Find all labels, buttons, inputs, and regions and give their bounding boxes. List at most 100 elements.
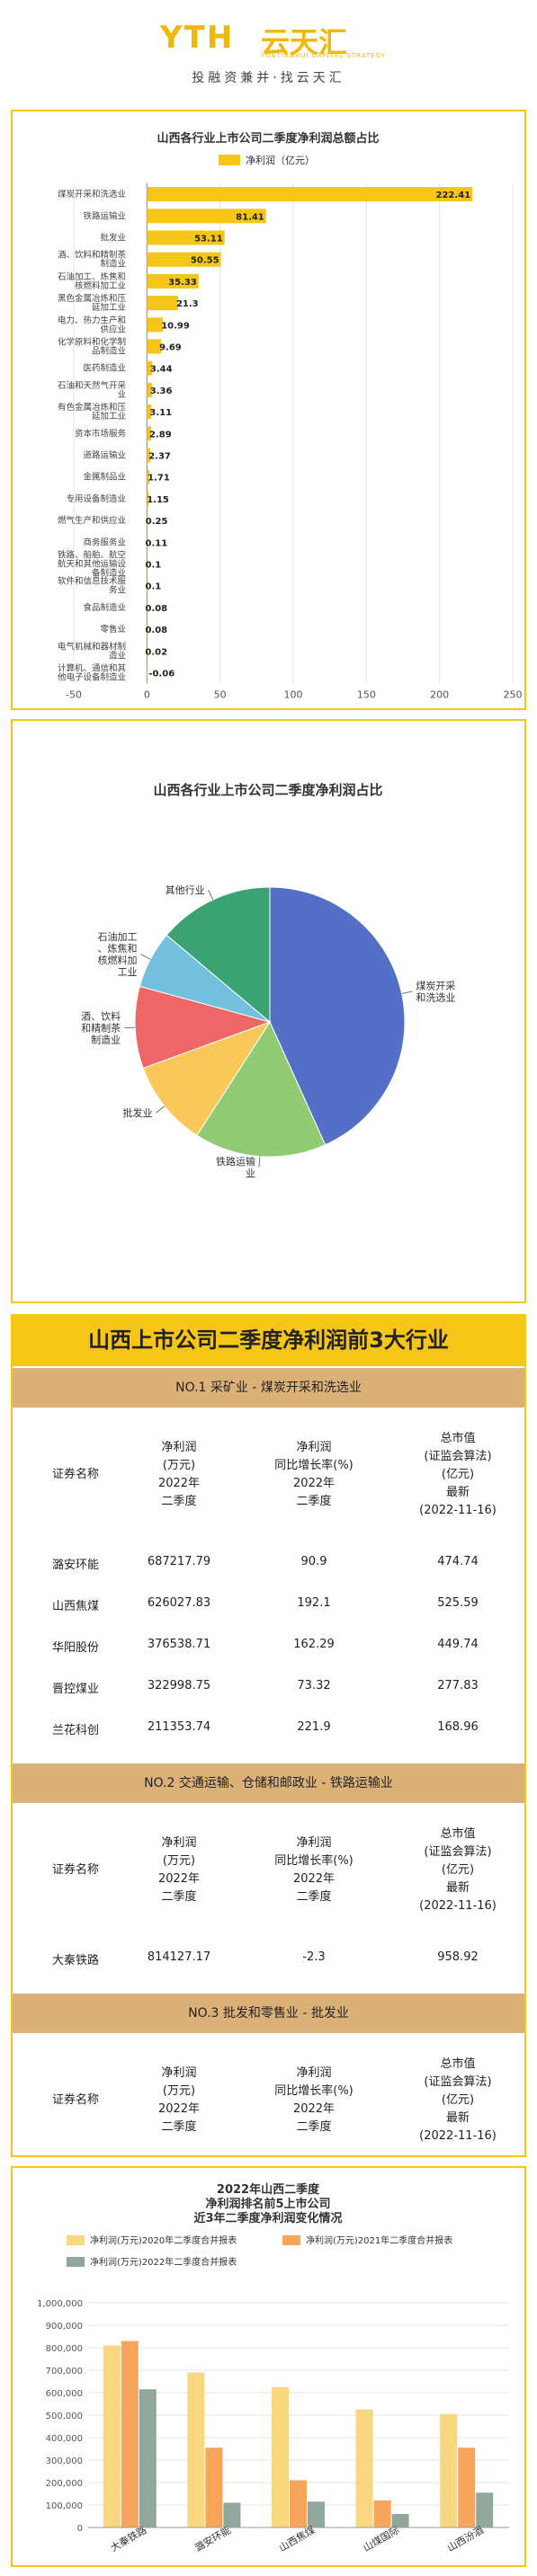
bar: [147, 469, 150, 484]
bar-value-label: 2.89: [149, 430, 172, 440]
pie-chart-title: 山西各行业上市公司二季度净利润占比: [153, 782, 382, 798]
category-label: 资本市场服务: [75, 428, 127, 439]
bar: [147, 448, 151, 463]
pie-slice: [166, 886, 271, 1024]
cell-market-cap: 525.59: [437, 1596, 479, 1610]
header-growth: 净利润 同比增长率(%) 2022年 二季度: [274, 2066, 354, 2134]
cell-growth: 162.29: [293, 1638, 335, 1651]
cell-net-profit: 814127.17: [147, 1950, 211, 1964]
legend-label: 净利润(万元)2022年二季度合并报表: [90, 2256, 237, 2268]
category-label: 软件和信息技术服务业: [58, 576, 127, 596]
pie-leader-line: [156, 1106, 166, 1114]
bar-value-label: 1.15: [147, 495, 169, 505]
top3-industries-section: 山西上市公司二季度净利润前3大行业 NO.1 采矿业 - 煤炭开采和洗选业 证券名…: [11, 1314, 526, 2198]
pie-leader-line: [401, 990, 413, 994]
x-tick-label: 250: [504, 689, 523, 701]
y-tick-label: 200,000: [46, 2479, 83, 2489]
bar-value-label: 3.11: [149, 408, 172, 418]
bar: [308, 2501, 325, 2527]
pie-slice: [134, 985, 272, 1070]
y-tick-label: 100,000: [46, 2501, 83, 2511]
bar: [147, 556, 148, 572]
bar-value-label: 0.08: [145, 604, 167, 614]
pie-slice-label: 批发业: [122, 1106, 152, 1119]
bar: [223, 2502, 241, 2527]
category-label: 化学原料和化学制品制造业: [58, 337, 126, 357]
table-header: 证券名称 净利润 (万元) 2022年 二季度 净利润 同比增长率(%) 2022年 二季度 总市…: [13, 1803, 524, 1938]
cell-market-cap: 277.83: [437, 1679, 479, 1692]
bar-value-label: 0.1: [145, 582, 161, 592]
bar: [373, 2500, 391, 2527]
legend-swatch: [219, 155, 240, 165]
cell-net-profit: 322998.75: [147, 1679, 211, 1692]
x-category-label: 山西汾酒: [445, 2524, 486, 2554]
pie-leader-line: [140, 954, 151, 960]
x-category-label: 山西焦煤: [277, 2524, 318, 2554]
bar-value-label: 0.11: [146, 538, 168, 548]
table-header: 证券名称 净利润 (万元) 2022年 二季度 净利润 同比增长率(%) 2022年 二季度 总市…: [13, 2033, 524, 2168]
category-label: 电力、热力生产和供应业: [58, 315, 126, 334]
category-label: 石油加工、炼焦和核燃料加工业: [58, 271, 126, 291]
bar-value-label: 0.1: [145, 561, 161, 571]
bar: [440, 2413, 458, 2527]
category-label: 专用设备制造业: [66, 493, 126, 504]
category-label: 道路运输业: [83, 450, 126, 461]
category-label: 黑色金属冶炼和压延加工业: [58, 293, 127, 313]
category-label: 石油和天然气开采业: [58, 380, 127, 400]
bar: [121, 2341, 139, 2527]
bar: [147, 600, 148, 615]
bar-value-label: 2.37: [148, 452, 171, 462]
header-security-name: 证券名称: [51, 2093, 99, 2107]
cell-growth: 90.9: [300, 1555, 327, 1568]
x-tick-label: 150: [357, 689, 376, 701]
table-row: 潞安环能 687217.79 90.9 474.74: [13, 1542, 524, 1584]
bar: [290, 2480, 307, 2527]
table-header: 证券名称 净利润 (万元) 2022年 二季度 净利润 同比增长率(%) 2022年 二季度 总市…: [13, 1408, 524, 1542]
industry-table-3: NO.3 批发和零售业 - 批发业 证券名称 净利润 (万元) 2022年 二季度 净利润同…: [13, 1994, 524, 2209]
category-label: 铁路运输业: [83, 210, 126, 221]
category-label: 铁路、船舶、航空航天和其他运输设备制造业: [58, 550, 127, 579]
header-market-cap: 总市值 (证监会算法) (亿元) 最新 (2022-11-16): [419, 1827, 497, 1913]
bar: [147, 296, 178, 311]
bar-value-label: 222.41: [436, 191, 471, 200]
bar-value-label: 3.44: [150, 365, 173, 375]
bar: [147, 187, 473, 202]
bar: [147, 644, 148, 659]
pie-slice-label: 石油加工、炼焦和核燃料加工业: [98, 930, 138, 978]
x-tick-label: -50: [66, 689, 82, 701]
cell-net-profit: 626027.83: [147, 1596, 211, 1610]
bar-value-label: 21.3: [176, 299, 199, 309]
bar: [147, 622, 148, 637]
y-tick-label: 0: [77, 2524, 83, 2534]
header-security-name: 证券名称: [51, 1863, 99, 1877]
bar: [147, 535, 148, 550]
y-tick-label: 900,000: [46, 2322, 83, 2332]
cell-net-profit: 687217.79: [147, 1555, 211, 1568]
grouped-chart-title: 2022年山西二季度: [217, 2182, 320, 2197]
pie-leader-line: [208, 889, 214, 901]
x-category-label: 大秦铁路: [108, 2523, 148, 2554]
bar: [147, 230, 225, 245]
bar: [147, 273, 199, 289]
legend-label: 净利润（亿元）: [246, 154, 315, 166]
x-category-label: 潞安环能: [192, 2523, 233, 2554]
cell-security-name: 晋控煤业: [51, 1683, 99, 1696]
bar: [272, 2386, 289, 2527]
bar: [147, 426, 152, 441]
industry-band: NO.2 交通运输、仓储和邮政业 - 铁路运输业: [13, 1763, 524, 1803]
cell-market-cap: 449.74: [437, 1638, 479, 1651]
bar: [147, 252, 221, 267]
cell-growth: -2.3: [302, 1950, 326, 1964]
category-label: 燃气生产和供应业: [58, 515, 126, 526]
table-row: 山西焦煤 626027.83 192.1 525.59: [13, 1584, 524, 1625]
bar: [147, 491, 149, 506]
legend-swatch: [67, 2257, 85, 2267]
category-label: 医药制造业: [83, 363, 126, 374]
industry-profit-pie-card: 山西各行业上市公司二季度净利润占比 煤炭开采和洗选业 铁路运输业 批发业 酒、饮料和精制…: [11, 719, 526, 1303]
bar: [147, 578, 148, 593]
header-growth: 净利润 同比增长率(%) 2022年 二季度: [274, 1441, 354, 1508]
bar: [147, 339, 162, 354]
industry-table-2: NO.2 交通运输、仓储和邮政业 - 铁路运输业 证券名称 净利润 (万元) 2022年…: [13, 1763, 524, 1979]
bar: [391, 2514, 409, 2527]
grouped-chart-title: 近3年二季度净利润变化情况: [193, 2211, 342, 2225]
